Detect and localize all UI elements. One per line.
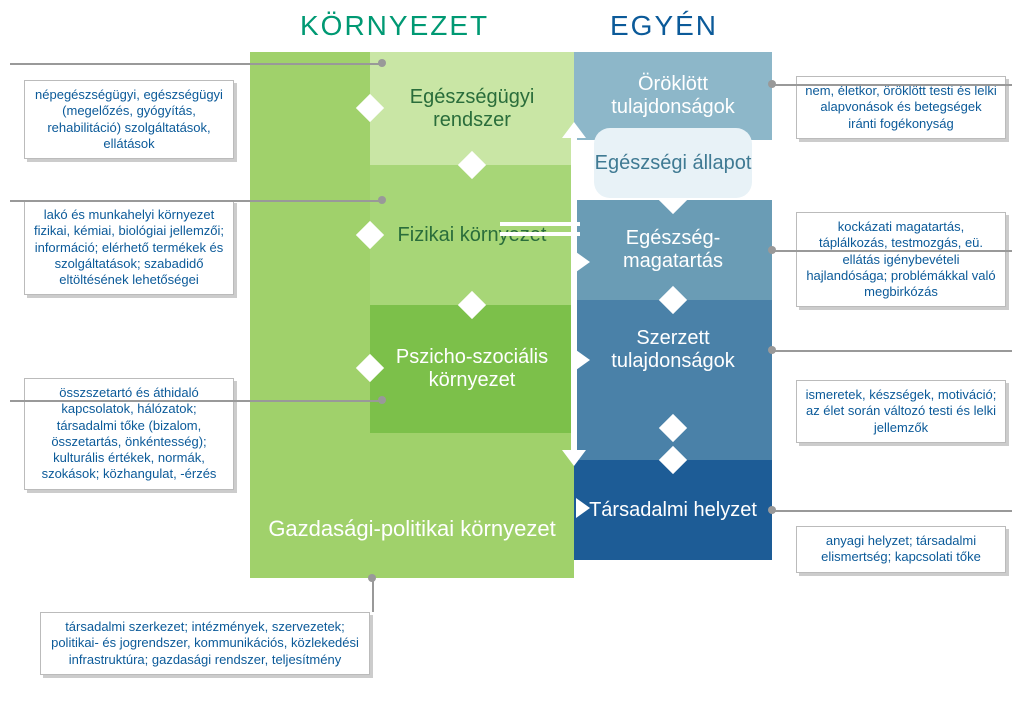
env-cell-3-label: Pszicho-szociális környezet — [378, 346, 566, 392]
desc-left-2: lakó és munkahelyi környezet fizikai, ké… — [24, 200, 234, 295]
ind-cell-4-label: Társadalmi helyzet — [589, 499, 757, 522]
arrow-right-2 — [576, 252, 590, 272]
dot-left-1 — [378, 196, 386, 204]
env-cell-1: Egészségügyi rendszer — [370, 52, 574, 165]
h-bridge-2 — [500, 232, 580, 236]
conn-left-0 — [10, 63, 382, 65]
env-cell-1-label: Egészségügyi rendszer — [378, 86, 566, 132]
arrow-right-3 — [576, 350, 590, 370]
desc-right-4: anyagi helyzet; társadalmi elismertség; … — [796, 526, 1006, 573]
desc-right-2: kockázati magatartás, táplálkozás, testm… — [796, 212, 1006, 307]
arrow-right-1 — [576, 152, 590, 172]
desc-left-3: összszetartó és áthidaló kapcsolatok, há… — [24, 378, 234, 490]
dot-right-3 — [768, 346, 776, 354]
desc-left-1: népegészségügyi, egészségügyi (megelőzés… — [24, 80, 234, 159]
dot-left-2 — [378, 396, 386, 404]
dot-left-4 — [368, 574, 376, 582]
conn-right-3 — [772, 350, 1012, 352]
ind-cell-4: Társadalmi helyzet — [574, 460, 772, 560]
conn-left-2 — [10, 400, 382, 402]
env-cell-3: Pszicho-szociális környezet — [370, 305, 574, 433]
desc-right-3-text: ismeretek, készségek, motiváció; az élet… — [806, 387, 997, 435]
conn-right-1 — [772, 84, 1012, 86]
env-outer-label: Gazdasági-politikai környezet — [268, 516, 555, 542]
desc-left-4: társadalmi szerkezet; intézmények, szerv… — [40, 612, 370, 675]
desc-right-3: ismeretek, készségek, motiváció; az élet… — [796, 380, 1006, 443]
health-status-pill: Egészségi állapot — [594, 128, 752, 198]
desc-right-1-text: nem, életkor, öröklött testi és lelki al… — [805, 83, 996, 131]
conn-right-2 — [772, 250, 1012, 252]
conn-left-1 — [10, 200, 382, 202]
header-individual: EGYÉN — [610, 10, 718, 42]
desc-left-4-text: társadalmi szerkezet; intézmények, szerv… — [51, 619, 359, 667]
header-environment: KÖRNYEZET — [300, 10, 489, 42]
ind-cell-2-label: Egészség-magatartás — [582, 227, 764, 273]
dot-right-4 — [768, 506, 776, 514]
vertical-double-arrow — [559, 122, 589, 466]
pill-label: Egészségi állapot — [595, 152, 752, 175]
conn-right-4 — [772, 510, 1012, 512]
desc-left-1-text: népegészségügyi, egészségügyi (megelőzés… — [35, 87, 223, 151]
ind-cell-1: Öröklött tulajdonságok — [574, 52, 772, 140]
ind-cell-3-label: Szerzett tulajdonságok — [582, 327, 764, 373]
dot-right-1 — [768, 80, 776, 88]
desc-right-2-text: kockázati magatartás, táplálkozás, testm… — [806, 219, 995, 299]
dot-right-2 — [768, 246, 776, 254]
desc-right-4-text: anyagi helyzet; társadalmi elismertség; … — [821, 533, 981, 564]
ind-cell-3: Szerzett tulajdonságok — [574, 300, 772, 400]
ind-cell-1-label: Öröklött tulajdonságok — [582, 73, 764, 119]
conn-left-4v — [372, 578, 374, 612]
dot-left-0 — [378, 59, 386, 67]
arrow-right-4 — [576, 498, 590, 518]
h-bridge-1 — [500, 222, 580, 226]
desc-left-2-text: lakó és munkahelyi környezet fizikai, ké… — [34, 207, 224, 287]
